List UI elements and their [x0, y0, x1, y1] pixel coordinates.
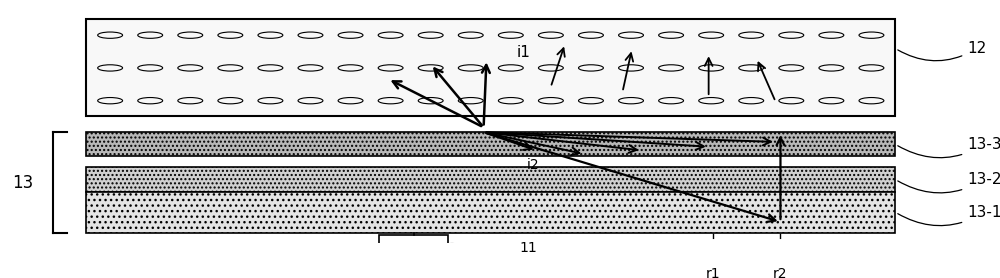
- Text: i1: i1: [517, 45, 531, 60]
- Bar: [379, 235, 448, 258]
- Text: 11: 11: [519, 241, 537, 255]
- Bar: [86, 192, 895, 233]
- Text: r2: r2: [773, 267, 788, 278]
- Text: 13-3: 13-3: [898, 137, 1000, 158]
- Text: 12: 12: [898, 41, 986, 61]
- Text: 13-1: 13-1: [898, 205, 1000, 226]
- Text: i2: i2: [527, 158, 539, 172]
- Bar: [86, 132, 895, 157]
- Text: r1: r1: [706, 267, 721, 278]
- Bar: [86, 19, 895, 116]
- Text: 13: 13: [12, 173, 34, 192]
- Bar: [86, 167, 895, 192]
- Text: 13-2: 13-2: [898, 172, 1000, 193]
